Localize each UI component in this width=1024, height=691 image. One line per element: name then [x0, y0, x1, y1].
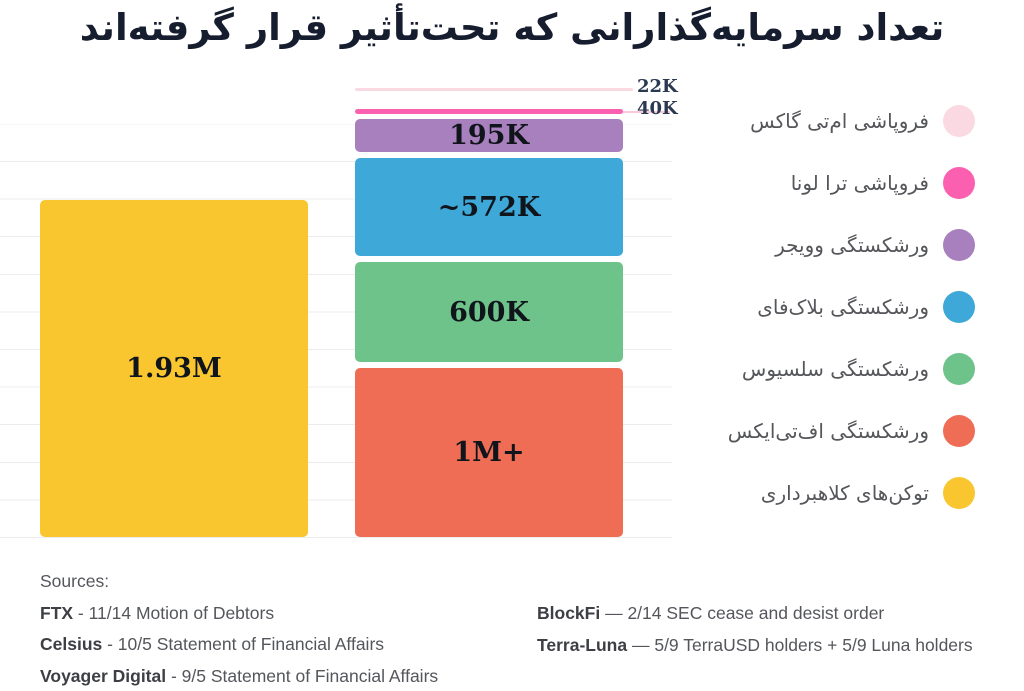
legend-item-blockfi: ورشکستگی بلاک‌فای — [728, 276, 975, 338]
source-voyager-detail: - 9/5 Statement of Financial Affairs — [166, 665, 439, 686]
legend-swatch-terra-luna-icon — [943, 167, 975, 199]
legend-item-scam-tokens: توکن‌های کلاهبرداری — [728, 462, 975, 524]
segment-celsius-value: 600K — [449, 296, 529, 328]
source-terra-luna-name: Terra-Luna — [537, 634, 628, 655]
source-voyager-name: Voyager Digital — [40, 665, 167, 686]
segment-ftx-bankruptcy: 1M+ — [355, 368, 623, 537]
label-mtgox-value: 22K — [637, 76, 678, 97]
legend-item-ftx-label: ورشکستگی اف‌تی‌ایکس — [727, 419, 929, 443]
segment-voyager-value: 195K — [449, 120, 529, 151]
legend-item-terra-luna: فروپاشی ترا لونا — [728, 152, 975, 214]
source-celsius-name: Celsius — [40, 634, 103, 654]
legend-item-celsius-label: ورشکستگی سلسیوس — [741, 357, 929, 381]
legend-item-ftx: ورشکستگی اف‌تی‌ایکس — [728, 400, 975, 462]
segment-mtgox-collapse — [355, 88, 633, 91]
segment-terra-luna-collapse — [355, 109, 623, 114]
legend-swatch-ftx-icon — [943, 415, 975, 447]
legend-swatch-scam-tokens-icon — [943, 477, 975, 509]
source-ftx-name: FTX — [40, 602, 74, 623]
sources-left-column: Sources: FTX - 11/14 Motion of Debtors C… — [40, 566, 438, 691]
source-ftx-detail: - 11/14 Motion of Debtors — [73, 602, 275, 623]
source-celsius: Celsius - 10/5 Statement of Financial Af… — [40, 629, 438, 661]
legend-item-blockfi-label: ورشکستگی بلاک‌فای — [757, 295, 929, 319]
source-blockfi-detail: — 2/14 SEC cease and desist order — [600, 603, 885, 623]
legend-swatch-celsius-icon — [943, 353, 975, 385]
label-terra-luna-value: 40K — [637, 98, 678, 119]
source-terra-luna: Terra-Luna — 5/9 TerraUSD holders + 5/9 … — [537, 630, 973, 662]
legend-item-mtgox: فروپاشی ام‌تی گاکس — [728, 90, 975, 152]
segment-blockfi-value: ~572K — [437, 191, 541, 223]
segment-terra-luna-leader-line — [623, 111, 670, 113]
legend-item-voyager: ورشکستگی وویجر — [728, 214, 975, 276]
legend-item-terra-luna-label: فروپاشی ترا لونا — [790, 171, 929, 195]
chart-title: تعداد سرمایه‌گذارانی که تحت‌تأثیر قرار گ… — [79, 6, 945, 49]
legend-item-mtgox-label: فروپاشی ام‌تی گاکس — [750, 109, 929, 133]
source-blockfi: BlockFi — 2/14 SEC cease and desist orde… — [537, 598, 973, 630]
source-celsius-detail: - 10/5 Statement of Financial Affairs — [102, 634, 385, 654]
segment-celsius-bankruptcy: 600K — [355, 262, 623, 362]
segment-voyager-bankruptcy: 195K — [355, 119, 623, 152]
segment-blockfi-bankruptcy: ~572K — [355, 158, 623, 256]
bar-scam-tokens-value: 1.93M — [126, 353, 222, 384]
source-blockfi-name: BlockFi — [537, 603, 601, 623]
sources-right-column: BlockFi — 2/14 SEC cease and desist orde… — [537, 598, 973, 661]
segment-ftx-value: 1M+ — [453, 437, 525, 468]
legend-item-scam-tokens-label: توکن‌های کلاهبرداری — [760, 481, 929, 505]
legend-item-celsius: ورشکستگی سلسیوس — [728, 338, 975, 400]
legend-swatch-voyager-icon — [943, 229, 975, 261]
source-ftx: FTX - 11/14 Motion of Debtors — [40, 598, 438, 630]
source-terra-luna-detail: — 5/9 TerraUSD holders + 5/9 Luna holder… — [627, 634, 973, 655]
sources-heading: Sources: — [40, 571, 110, 591]
legend-swatch-mtgox-icon — [943, 105, 975, 137]
legend-swatch-blockfi-icon — [943, 291, 975, 323]
source-voyager: Voyager Digital - 9/5 Statement of Finan… — [40, 661, 438, 691]
legend-item-voyager-label: ورشکستگی وویجر — [775, 233, 929, 257]
bar-scam-tokens: 1.93M — [40, 200, 308, 537]
legend: فروپاشی ام‌تی گاکس فروپاشی ترا لونا ورشک… — [728, 90, 975, 524]
